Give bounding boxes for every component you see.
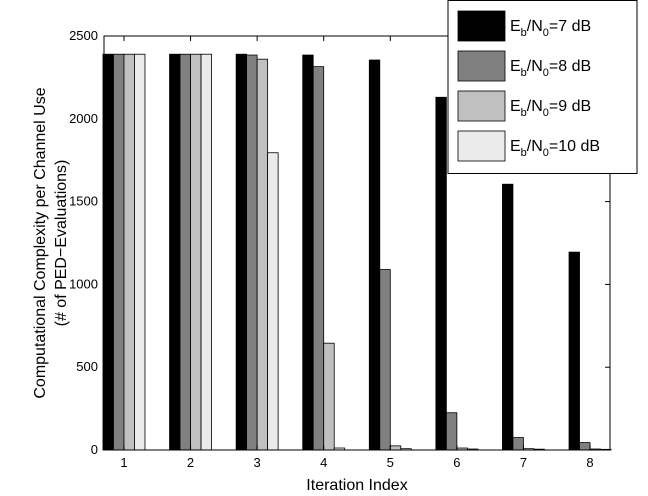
y-tick-label: 1500 xyxy=(69,194,98,209)
bar-series2-iter8 xyxy=(579,442,591,451)
bar-series1-iter5 xyxy=(368,59,381,451)
legend-label-1: Eb/N0=7 dB xyxy=(510,18,591,39)
bar-series3-iter1 xyxy=(123,53,135,451)
bar-series4-iter2 xyxy=(200,53,212,451)
bar-series1-iter3 xyxy=(235,53,248,451)
bar-series1-iter4 xyxy=(302,54,314,451)
x-tick-label: 6 xyxy=(453,455,460,470)
bar-series2-iter2 xyxy=(179,53,191,451)
legend-swatch-3 xyxy=(457,90,506,122)
y-axis-label-line2: (# of PED−Evaluations) xyxy=(53,160,70,327)
y-tick-label: 2500 xyxy=(69,28,98,43)
bar-series2-iter7 xyxy=(512,437,524,451)
y-axis-label-line1: Computational Complexity per Channel Use xyxy=(32,87,49,398)
legend: Eb/N0=7 dB Eb/N0=8 dB Eb/N0=9 dB Eb/N0=10 d… xyxy=(447,0,638,174)
bar-series2-iter3 xyxy=(246,54,258,451)
y-tick-label: 1000 xyxy=(69,276,98,291)
x-tick-label: 8 xyxy=(586,455,593,470)
bar-series4-iter1 xyxy=(134,53,146,451)
bar-series1-iter1 xyxy=(102,53,114,451)
x-tick-label: 5 xyxy=(387,455,394,470)
bar-series1-iter2 xyxy=(169,53,181,451)
bar-series1-iter7 xyxy=(502,183,514,451)
bar-series3-iter3 xyxy=(256,58,269,451)
legend-label-2: Eb/N0=8 dB xyxy=(510,58,591,79)
x-tick-label: 7 xyxy=(520,455,527,470)
legend-swatch-2 xyxy=(457,50,506,82)
legend-label-3: Eb/N0=9 dB xyxy=(510,98,591,119)
bar-series3-iter5 xyxy=(389,445,402,451)
x-tick-label: 3 xyxy=(254,455,261,470)
plot-frame xyxy=(103,35,611,451)
legend-swatch-1 xyxy=(457,10,506,42)
x-tick-label: 1 xyxy=(120,455,127,470)
bar-series3-iter4 xyxy=(323,342,335,451)
bar-series1-iter6 xyxy=(435,96,447,451)
bar-series4-iter3 xyxy=(267,152,279,451)
legend-swatch-4 xyxy=(457,130,506,162)
bar-series2-iter5 xyxy=(379,269,391,451)
bar-series2-iter6 xyxy=(445,412,458,451)
bars-group xyxy=(102,53,612,451)
y-tick-label: 0 xyxy=(91,442,98,457)
x-tick-label: 4 xyxy=(320,455,327,470)
x-tick-label: 2 xyxy=(187,455,194,470)
bar-series2-iter4 xyxy=(312,66,325,451)
ticks-group: 0 500 1000 1500 2000 2500 1 2 3 4 5 6 7 8 xyxy=(69,28,610,470)
bar-series1-iter8 xyxy=(568,251,580,451)
x-axis-label: Iteration Index xyxy=(306,477,407,494)
y-tick-label: 500 xyxy=(76,359,98,374)
legend-label-4: Eb/N0=10 dB xyxy=(510,138,600,159)
bar-series3-iter2 xyxy=(190,53,202,451)
y-tick-label: 2000 xyxy=(69,111,98,126)
bar-series2-iter1 xyxy=(113,53,125,451)
